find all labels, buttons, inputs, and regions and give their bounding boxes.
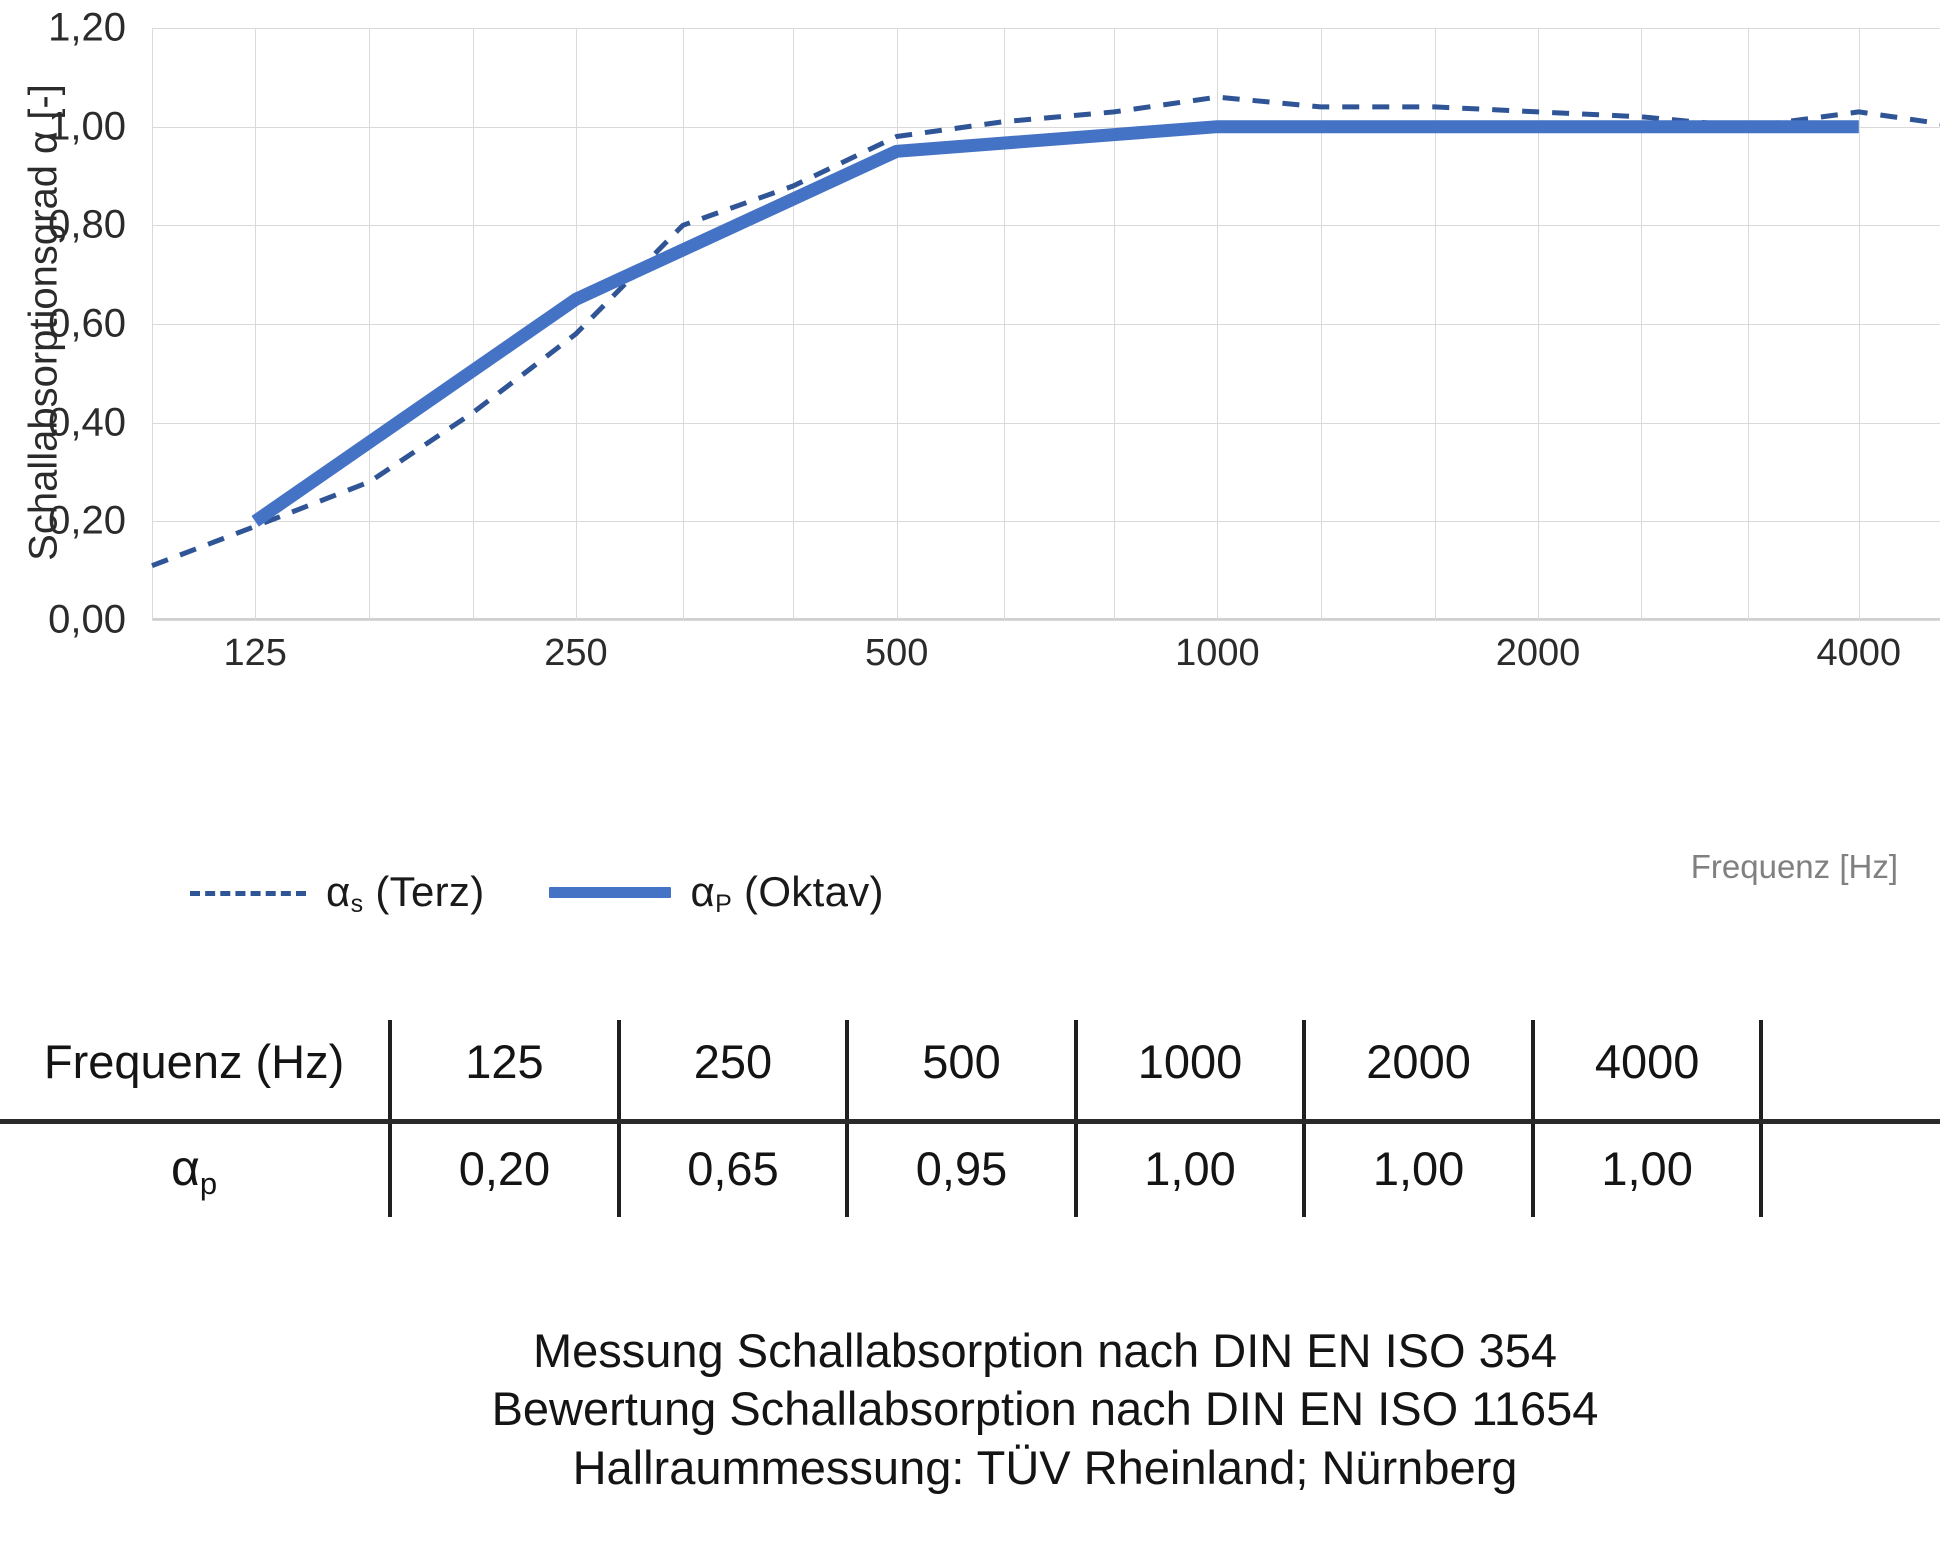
legend-item-oktav[interactable]: αP (Oktav) (548, 868, 884, 918)
plot-grid (152, 28, 1940, 621)
x-axis-tick-label: 500 (864, 632, 929, 674)
footnote-line-1: Messung Schallabsorption nach DIN EN ISO… (532, 1324, 1558, 1377)
gridline-vertical (1217, 28, 1219, 620)
gridline-vertical (1114, 28, 1116, 620)
gridline-horizontal (152, 521, 1940, 523)
y-axis-tick-label: 1,00 (48, 104, 126, 149)
chart-legend: αs (Terz) αP (Oktav) (190, 868, 884, 918)
gridline-vertical (255, 28, 257, 620)
gridline-horizontal (152, 126, 1940, 128)
table-value-cell: 1,00 (1302, 1115, 1533, 1217)
gridline-horizontal (152, 324, 1940, 325)
table-header-cell: 500 (845, 1020, 1076, 1115)
footnote-block: Messung Schallabsorption nach DIN EN ISO… (0, 1322, 1940, 1497)
gridline-horizontal (152, 28, 1940, 29)
table-divider-rule (0, 1119, 1940, 1124)
gridline-vertical (1748, 28, 1750, 620)
absorption-table: Frequenz (Hz) 125 250 500 1000 2000 4000 αp 0,2… (0, 1020, 1940, 1217)
gridline-vertical (1003, 28, 1005, 620)
absorption-chart: Schallabsorptionsgrad α [-] 0,00 0,20 0,40… (22, 6, 1940, 918)
footnote-line-2: Bewertung Schallabsorption nach DIN EN I… (491, 1382, 1599, 1436)
gridline-horizontal (152, 422, 1940, 424)
series-line-oktav (255, 127, 1859, 522)
y-axis-tick-label: 0,80 (48, 202, 126, 247)
x-axis-title: Frequenz [Hz] (1690, 848, 1898, 885)
legend-label-terz: αs (Terz) (326, 868, 485, 918)
gridline-horizontal (152, 225, 1940, 227)
plot-area: 0,00 0,20 0,40 0,60 0,80 1,00 1,20 125 250 500 10… (48, 6, 1940, 674)
gridline-vertical (1858, 28, 1860, 620)
dashed-line-icon (190, 891, 306, 896)
table-header-cell: 2000 (1302, 1020, 1533, 1115)
x-axis-tick-label: 250 (544, 632, 608, 674)
table-row-label: αp (171, 1140, 218, 1201)
footnote-line-3: Hallraummessung: TÜV Rheinland; Nürnberg (572, 1440, 1518, 1494)
legend-item-terz[interactable]: αs (Terz) (190, 868, 485, 918)
legend-label-oktav: αP (Oktav) (690, 868, 884, 918)
table-header-row: Frequenz (Hz) 125 250 500 1000 2000 4000 (0, 1020, 1940, 1115)
gridline-vertical (896, 28, 898, 620)
x-axis-tick-label: 2000 (1495, 632, 1581, 674)
plot-bottom-border (152, 618, 1940, 620)
gridline-vertical (1641, 28, 1643, 620)
table-value-cell: 0,20 (388, 1115, 619, 1217)
table-header-cell (1759, 1020, 1940, 1115)
series-line-terz (152, 97, 1940, 566)
solid-line-icon (548, 886, 671, 898)
gridline-vertical (472, 28, 474, 620)
gridline-vertical (1434, 28, 1436, 620)
series-lines (152, 28, 1940, 620)
gridline-horizontal (152, 620, 1940, 621)
y-axis-tick-label: 1,20 (48, 5, 126, 50)
gridline-vertical (1320, 28, 1322, 620)
gridline-vertical (152, 28, 153, 620)
table-value-cell: 0,95 (845, 1115, 1076, 1217)
gridline-vertical (575, 28, 577, 620)
gridline-vertical (682, 28, 684, 620)
gridline-vertical (1538, 28, 1540, 620)
table-header-cell: 4000 (1530, 1020, 1762, 1115)
y-axis-tick-label: 0,00 (48, 597, 126, 642)
x-axis-tick-label: 4000 (1816, 632, 1902, 674)
table-value-cell: 1,00 (1530, 1115, 1762, 1217)
x-axis-tick-label: 125 (223, 632, 287, 674)
table-header-cell: 1000 (1073, 1020, 1305, 1115)
table-header-cell: 125 (388, 1020, 619, 1115)
y-axis-tick-label: 0,40 (48, 400, 126, 445)
y-axis-tick-label: 0,20 (48, 498, 126, 543)
y-axis-tick-label: 0,60 (48, 301, 126, 346)
table-row: αp 0,20 0,65 0,95 1,00 1,00 1,00 (0, 1115, 1940, 1217)
gridline-vertical (369, 28, 371, 620)
alpha-p-table: Frequenz (Hz) 125 250 500 1000 2000 4000 αp 0,2… (0, 1020, 1940, 1217)
table-header-cell: 250 (616, 1020, 848, 1115)
table-value-cell (1759, 1115, 1940, 1217)
table-value-cell: 1,00 (1073, 1115, 1305, 1217)
table-header-label: Frequenz (Hz) (43, 1035, 345, 1088)
gridline-vertical (793, 28, 795, 620)
table-value-cell: 0,65 (616, 1115, 848, 1217)
x-axis-tick-label: 1000 (1175, 632, 1260, 674)
